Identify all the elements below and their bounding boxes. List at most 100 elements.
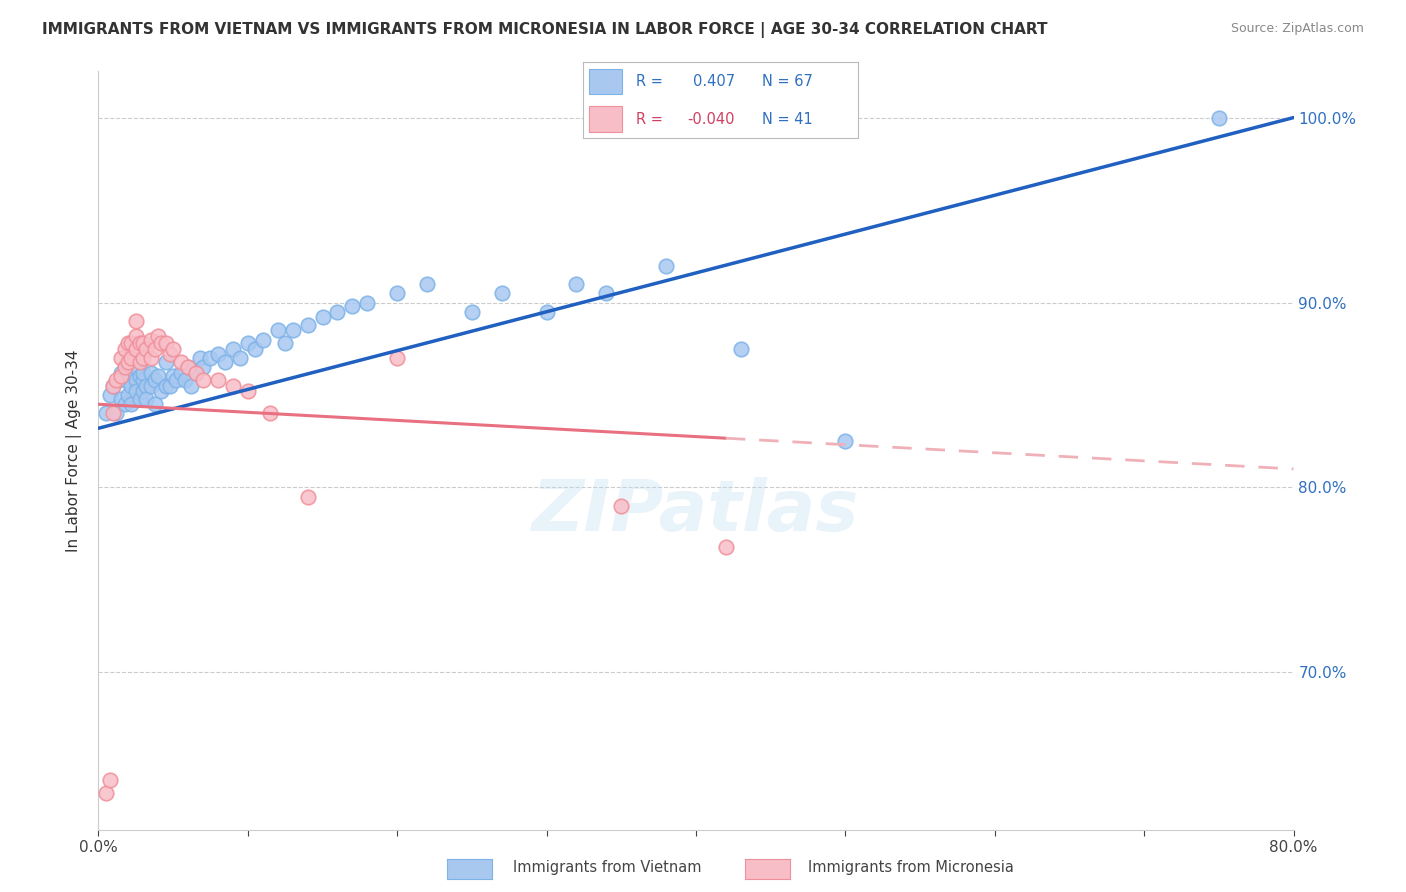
Point (536, 305, 558, 319)
Point (169, 366, 191, 380)
Point (132, 351, 155, 365)
Point (180, 378, 202, 392)
Point (120, 351, 142, 365)
Point (222, 378, 245, 392)
Point (114, 373, 136, 387)
Point (356, 295, 378, 310)
Point (565, 277, 588, 291)
Bar (589, 69, 621, 95)
Point (114, 397, 136, 411)
Point (103, 407, 125, 421)
Point (229, 351, 252, 365)
Point (191, 373, 214, 387)
Point (385, 286, 409, 301)
Point (461, 305, 484, 319)
Point (162, 369, 184, 384)
Point (110, 369, 132, 384)
Point (143, 342, 166, 356)
Point (730, 342, 752, 356)
Point (125, 384, 148, 399)
Point (105, 407, 128, 421)
Point (98, 772, 122, 787)
Point (110, 366, 132, 380)
Text: 0.407: 0.407 (693, 74, 735, 89)
Point (139, 378, 162, 392)
Point (834, 434, 856, 449)
Point (281, 323, 304, 337)
Point (159, 378, 181, 392)
Point (148, 328, 170, 343)
Text: N = 67: N = 67 (762, 74, 813, 89)
Point (94, 786, 117, 800)
Point (150, 336, 173, 351)
Point (143, 397, 166, 411)
Point (103, 378, 125, 392)
Point (117, 354, 139, 368)
Y-axis label: In Labor Force | Age 30-34: In Labor Force | Age 30-34 (66, 349, 83, 552)
Point (297, 318, 319, 332)
Point (610, 499, 633, 513)
Point (165, 373, 187, 387)
Point (655, 259, 678, 273)
Text: -0.040: -0.040 (688, 112, 735, 127)
Text: IMMIGRANTS FROM VIETNAM VS IMMIGRANTS FROM MICRONESIA IN LABOR FORCE | AGE 30-34: IMMIGRANTS FROM VIETNAM VS IMMIGRANTS FR… (42, 22, 1047, 38)
Point (236, 336, 259, 351)
Point (125, 328, 148, 343)
Point (139, 351, 162, 365)
Point (135, 378, 157, 392)
Point (326, 305, 349, 319)
Text: Immigrants from Micronesia: Immigrants from Micronesia (808, 860, 1014, 874)
Point (184, 366, 207, 380)
Point (184, 366, 207, 380)
Point (245, 342, 267, 356)
Point (214, 354, 236, 368)
Text: N = 41: N = 41 (762, 112, 813, 127)
Point (117, 369, 139, 384)
Text: R =: R = (636, 74, 662, 89)
Point (125, 314, 148, 328)
Point (139, 366, 162, 380)
Point (274, 336, 297, 351)
Point (177, 360, 200, 375)
Point (132, 384, 155, 399)
Point (155, 336, 177, 351)
Point (155, 354, 177, 368)
Point (207, 347, 229, 361)
Point (110, 351, 132, 365)
Point (416, 277, 439, 291)
Point (200, 351, 222, 365)
Point (98, 388, 122, 402)
Point (94, 407, 117, 421)
Text: R =: R = (636, 112, 662, 127)
Point (129, 354, 152, 368)
Point (169, 354, 191, 368)
Point (129, 336, 152, 351)
Point (174, 373, 197, 387)
Point (132, 336, 155, 351)
Point (120, 378, 142, 392)
Point (129, 392, 152, 406)
Point (267, 323, 290, 337)
Point (114, 342, 136, 356)
Text: Source: ZipAtlas.com: Source: ZipAtlas.com (1230, 22, 1364, 36)
Point (148, 369, 170, 384)
Point (139, 333, 162, 347)
Text: Immigrants from Vietnam: Immigrants from Vietnam (513, 860, 702, 874)
Point (222, 342, 245, 356)
Point (177, 360, 200, 375)
Point (595, 286, 617, 301)
Point (162, 342, 184, 356)
Point (129, 369, 152, 384)
Point (110, 392, 132, 406)
Point (120, 397, 142, 411)
Point (311, 310, 333, 325)
Point (103, 378, 125, 392)
Point (125, 373, 148, 387)
Point (297, 490, 319, 504)
Point (714, 540, 737, 554)
Point (120, 336, 142, 351)
Point (117, 336, 139, 351)
Point (1208, 111, 1230, 125)
Point (342, 299, 364, 313)
Point (491, 286, 513, 301)
